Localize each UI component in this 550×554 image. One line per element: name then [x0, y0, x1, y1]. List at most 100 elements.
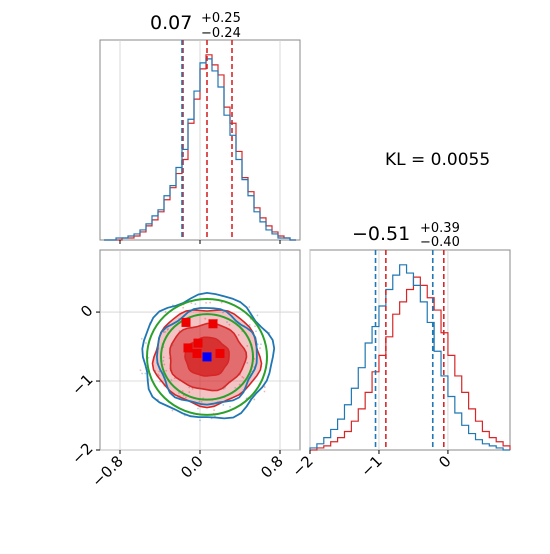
reference-contour: [146, 297, 268, 416]
scatter-point: [162, 356, 165, 359]
bottom-right-histogram-series_a: [310, 276, 511, 451]
density-peak-cell: [215, 348, 225, 358]
scatter-point: [263, 390, 266, 393]
scatter-point: [199, 419, 201, 422]
scatter-point: [170, 379, 173, 381]
scatter-point: [253, 398, 256, 401]
grid-layer: [100, 40, 449, 451]
scatter-point: [259, 347, 261, 350]
bottom-left-x-tick-label: 0.8: [257, 452, 287, 482]
scatter-point: [209, 301, 212, 304]
scatter-point: [140, 337, 143, 340]
scatter-point: [163, 331, 165, 334]
bottom-left-x-tick-label: −0.8: [88, 452, 126, 490]
true-value-marker: [202, 352, 212, 362]
scatter-point: [181, 390, 184, 392]
bottom-right-x-tick-label: −1: [357, 452, 385, 480]
series-b-contour: [141, 291, 276, 420]
scatter-point: [255, 330, 257, 333]
scatter-point: [158, 370, 161, 373]
bottom-left-y-tick-label: 0: [77, 301, 96, 320]
scatter-point: [241, 375, 244, 378]
reference-contour: [160, 313, 254, 401]
quantile-lines-layer: [181, 40, 445, 450]
bottom-right-histogram-series_b: [309, 264, 510, 451]
scatter-point: [237, 334, 240, 336]
scatter-point: [248, 306, 251, 308]
scatter-point: [198, 400, 201, 403]
scatter-point: [164, 311, 167, 313]
top-left-title-value: 0.07: [150, 12, 192, 34]
scatter-point: [139, 369, 142, 372]
scatter-point: [222, 311, 224, 314]
scatter-point: [220, 301, 223, 304]
scatter-point: [246, 345, 249, 347]
top-left-histogram-series_b: [104, 58, 296, 241]
scatter-point: [238, 383, 241, 386]
scatter-point: [177, 392, 180, 394]
scatter-point: [165, 369, 168, 372]
scatter-point: [204, 317, 207, 320]
scatter-point: [157, 373, 159, 376]
bottom-left-y-tick-label: −2: [68, 439, 96, 467]
scatter-point: [194, 303, 197, 305]
scatter-point: [234, 386, 237, 389]
scatter-point: [167, 327, 169, 330]
scatter-point: [197, 407, 199, 410]
top-left-title: 0.07: [150, 12, 192, 34]
top-left-histogram-series_a: [104, 54, 296, 241]
scatter-point: [188, 386, 191, 389]
bottom-right-title-sub: −0.40: [420, 235, 460, 250]
density-peak-cell: [192, 348, 202, 358]
scatter-point: [190, 302, 193, 305]
scatter-point: [260, 343, 262, 346]
bottom-right-x-tick-label: −2: [288, 452, 316, 480]
density-peak-cell: [208, 319, 218, 329]
scatter-point: [228, 323, 231, 326]
scatter-point: [222, 404, 225, 406]
bottom-right-title-sup: +0.39: [420, 221, 460, 236]
scatter-point: [229, 405, 231, 408]
density-peak-cell: [181, 317, 191, 327]
bottom-right-title-value: −0.51: [352, 223, 410, 245]
contour-layer: [141, 291, 276, 420]
scatter-point: [144, 372, 147, 375]
bottom-left-x-tick-label: 0.0: [177, 452, 207, 482]
scatter-point: [191, 387, 194, 390]
scatter-point: [145, 342, 147, 344]
scatter-point: [162, 359, 165, 362]
bottom-right-panel-frame: [309, 249, 511, 451]
top-left-title-sup: +0.25: [201, 11, 241, 26]
series-b-contour: [155, 307, 258, 406]
scatter-point: [166, 328, 169, 331]
scatter-point: [171, 409, 174, 412]
scatter-point: [256, 314, 259, 317]
scatter-point: [263, 386, 266, 388]
scatter-point: [173, 377, 176, 380]
scatter-point: [246, 361, 249, 364]
scatter-point: [164, 331, 167, 333]
scatter-point: [248, 324, 251, 326]
scatter-point: [141, 372, 144, 375]
density-peak-cell: [193, 338, 203, 348]
kl-label: KL = 0.0055: [385, 150, 490, 170]
scatter-point: [163, 363, 166, 366]
scatter-point: [159, 380, 162, 383]
density-peak-cell: [183, 343, 193, 353]
scatter-point: [254, 325, 256, 328]
scatter-point: [182, 306, 185, 309]
histogram-layer: [104, 54, 511, 451]
bottom-left-y-tick-label: −1: [68, 370, 96, 398]
top-left-title-sub: −0.24: [201, 26, 241, 41]
scatter-point: [226, 321, 228, 324]
bottom-right-x-tick-label: 0: [435, 452, 454, 471]
scatter-point: [213, 409, 215, 411]
scatter-point: [242, 376, 245, 379]
scatter-point: [188, 391, 191, 394]
scatter-point: [205, 301, 207, 304]
scatter-point: [184, 396, 187, 399]
scatter-point: [200, 401, 203, 403]
scatter-point: [158, 374, 160, 377]
